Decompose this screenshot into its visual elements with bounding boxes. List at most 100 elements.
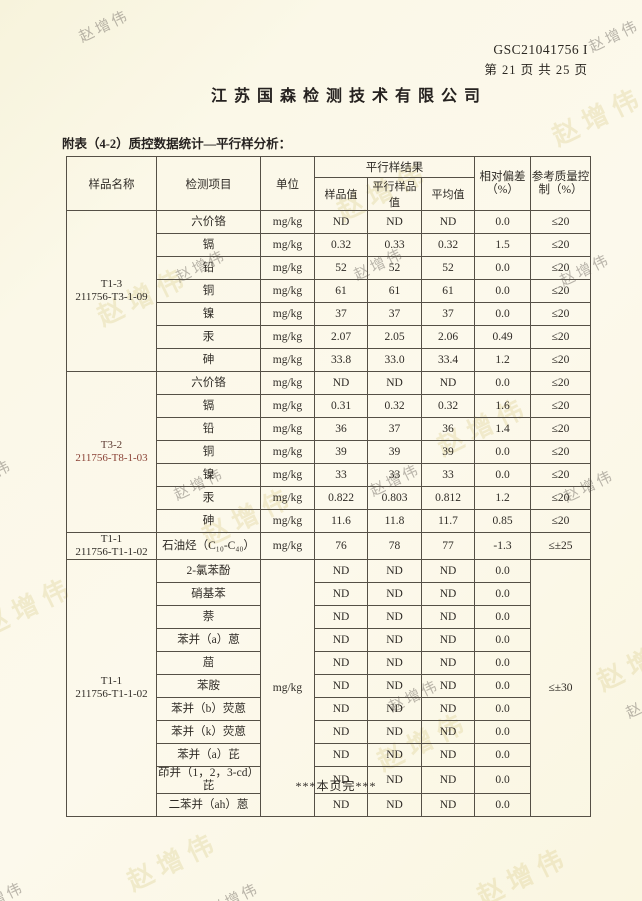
table-row: 铜 mg/kg 39 39 39 0.0 ≤20	[67, 440, 591, 464]
header-row-1: 样品名称 检测项目 单位 平行样结果 相对偏差 （%） 参考质量控 制（%）	[66, 156, 591, 211]
cell-sample-value: 76	[314, 532, 368, 560]
cell-average-value: 0.812	[421, 486, 475, 510]
cell-average-value: 61	[421, 279, 475, 303]
cell-parallel-value: 39	[367, 440, 422, 464]
table-row: 苯并（k）荧蒽 ND ND ND 0.0	[67, 720, 591, 744]
cell-sample-value: ND	[314, 605, 368, 629]
cell-sample-value: ND	[314, 628, 368, 652]
cell-sample-value: ND	[314, 793, 368, 817]
cell-sample-value: 0.32	[314, 233, 368, 257]
cell-deviation: 0.0	[474, 793, 531, 817]
cell-test-item: 汞	[156, 486, 261, 510]
cell-qc-limit: ≤20	[530, 394, 591, 418]
cell-average-value: ND	[421, 371, 475, 395]
cell-average-value: 37	[421, 302, 475, 326]
cell-qc-limit: ≤20	[530, 440, 591, 464]
sample-name: T1-1	[100, 675, 123, 687]
cell-qc-limit: ≤20	[530, 325, 591, 349]
cell-sample-value: 61	[314, 279, 368, 303]
sample-id: 211756-T1-1-02	[75, 688, 148, 700]
cell-unit: mg/kg	[260, 348, 315, 372]
cell-test-item: 铅	[156, 256, 261, 280]
cell-deviation: 0.85	[474, 509, 531, 533]
cell-unit: mg/kg	[260, 256, 315, 280]
cell-test-item: 镉	[156, 394, 261, 418]
cell-test-item: 萘	[156, 605, 261, 629]
cell-parallel-value: 11.8	[367, 509, 422, 533]
cell-test-item: 硝基苯	[156, 582, 261, 606]
header-parallel-group: 平行样结果	[314, 156, 475, 178]
cell-average-value: ND	[421, 559, 475, 583]
cell-deviation: 1.5	[474, 233, 531, 257]
cell-unit: mg/kg	[260, 559, 315, 817]
table-row: T3-2 211756-T8-1-03 六价铬 mg/kg ND ND ND 0.0 ≤20	[66, 371, 591, 533]
cell-unit: mg/kg	[260, 302, 315, 326]
cell-parallel-value: 37	[367, 302, 422, 326]
cell-qc-limit: ≤20	[530, 302, 591, 326]
cell-parallel-value: ND	[367, 793, 422, 817]
sample-name-cell: T1-1 211756-T1-1-02	[66, 532, 157, 560]
cell-test-item: 砷	[156, 509, 261, 533]
cell-unit: mg/kg	[260, 417, 315, 441]
sample-name: T1-1	[100, 533, 123, 546]
cell-deviation: 0.0	[474, 605, 531, 629]
header-row-2: 样品值 平行样品值 平均值	[67, 177, 591, 211]
cell-test-item: 苯并（k）荧蒽	[156, 720, 261, 744]
cell-sample-value: 0.31	[314, 394, 368, 418]
cell-deviation: 0.0	[474, 279, 531, 303]
cell-sample-value: 33	[314, 463, 368, 487]
cell-average-value: 0.32	[421, 394, 475, 418]
cell-parallel-value: ND	[367, 651, 422, 675]
cell-average-value: 36	[421, 417, 475, 441]
cell-sample-value: 52	[314, 256, 368, 280]
cell-average-value: ND	[421, 743, 475, 767]
header-test-item: 检测项目	[156, 156, 261, 211]
table-row: 苯并（a）蒽 ND ND ND 0.0	[67, 628, 591, 652]
qc-table: 样品名称 检测项目 单位 平行样结果 相对偏差 （%） 参考质量控 制（%） 样…	[66, 156, 591, 817]
cell-unit: mg/kg	[260, 509, 315, 533]
cell-sample-value: 39	[314, 440, 368, 464]
cell-average-value: ND	[421, 697, 475, 721]
sample-id: 211756-T8-1-03	[75, 452, 148, 464]
cell-unit: mg/kg	[260, 532, 315, 560]
cell-test-item: 苯胺	[156, 674, 261, 698]
company-title: 江苏国森检测技术有限公司	[210, 88, 487, 105]
cell-sample-value: ND	[314, 371, 368, 395]
table-row: T1-1 211756-T1-1-02 2-氯苯酚 mg/kg ND ND ND 0.0 ≤±3…	[66, 559, 591, 817]
cell-parallel-value: ND	[367, 743, 422, 767]
cell-test-item: 汞	[156, 325, 261, 349]
sample-name: T1-3	[100, 278, 123, 290]
cell-unit: mg/kg	[260, 325, 315, 349]
cell-parallel-value: ND	[367, 674, 422, 698]
cell-average-value: ND	[421, 674, 475, 698]
cell-average-value: ND	[421, 766, 475, 794]
cell-unit: mg/kg	[260, 371, 315, 395]
table-body: T1-3 211756-T3-1-09 六价铬 mg/kg ND ND ND 0.0 ≤20 镉 m…	[66, 210, 591, 817]
cell-average-value: ND	[421, 651, 475, 675]
cell-unit: mg/kg	[260, 486, 315, 510]
cell-deviation: 0.0	[474, 582, 531, 606]
table-row: 苯并（a）芘 ND ND ND 0.0	[67, 743, 591, 767]
header-sample-name: 样品名称	[66, 156, 157, 211]
cell-sample-value: 33.8	[314, 348, 368, 372]
cell-deviation: 0.0	[474, 651, 531, 675]
cell-parallel-value: 0.33	[367, 233, 422, 257]
cell-test-item: 铜	[156, 279, 261, 303]
cell-sample-value: 37	[314, 302, 368, 326]
cell-average-value: 77	[421, 532, 475, 560]
cell-parallel-value: 0.803	[367, 486, 422, 510]
cell-deviation: 0.0	[474, 674, 531, 698]
cell-qc-limit: ≤±30	[530, 559, 591, 817]
header-relative-deviation: 相对偏差 （%）	[474, 156, 531, 211]
cell-average-value: ND	[421, 628, 475, 652]
sample-name: T3-2	[100, 439, 123, 451]
cell-test-item: 铅	[156, 417, 261, 441]
table-row: 镉 mg/kg 0.32 0.33 0.32 1.5 ≤20	[67, 233, 591, 257]
table-row: 硝基苯 ND ND ND 0.0	[67, 582, 591, 606]
cell-average-value: ND	[421, 605, 475, 629]
cell-average-value: 0.32	[421, 233, 475, 257]
cell-parallel-value: 0.32	[367, 394, 422, 418]
cell-qc-limit: ≤20	[530, 256, 591, 280]
cell-deviation: 0.0	[474, 628, 531, 652]
page-footer: ***本页完***	[295, 779, 377, 793]
